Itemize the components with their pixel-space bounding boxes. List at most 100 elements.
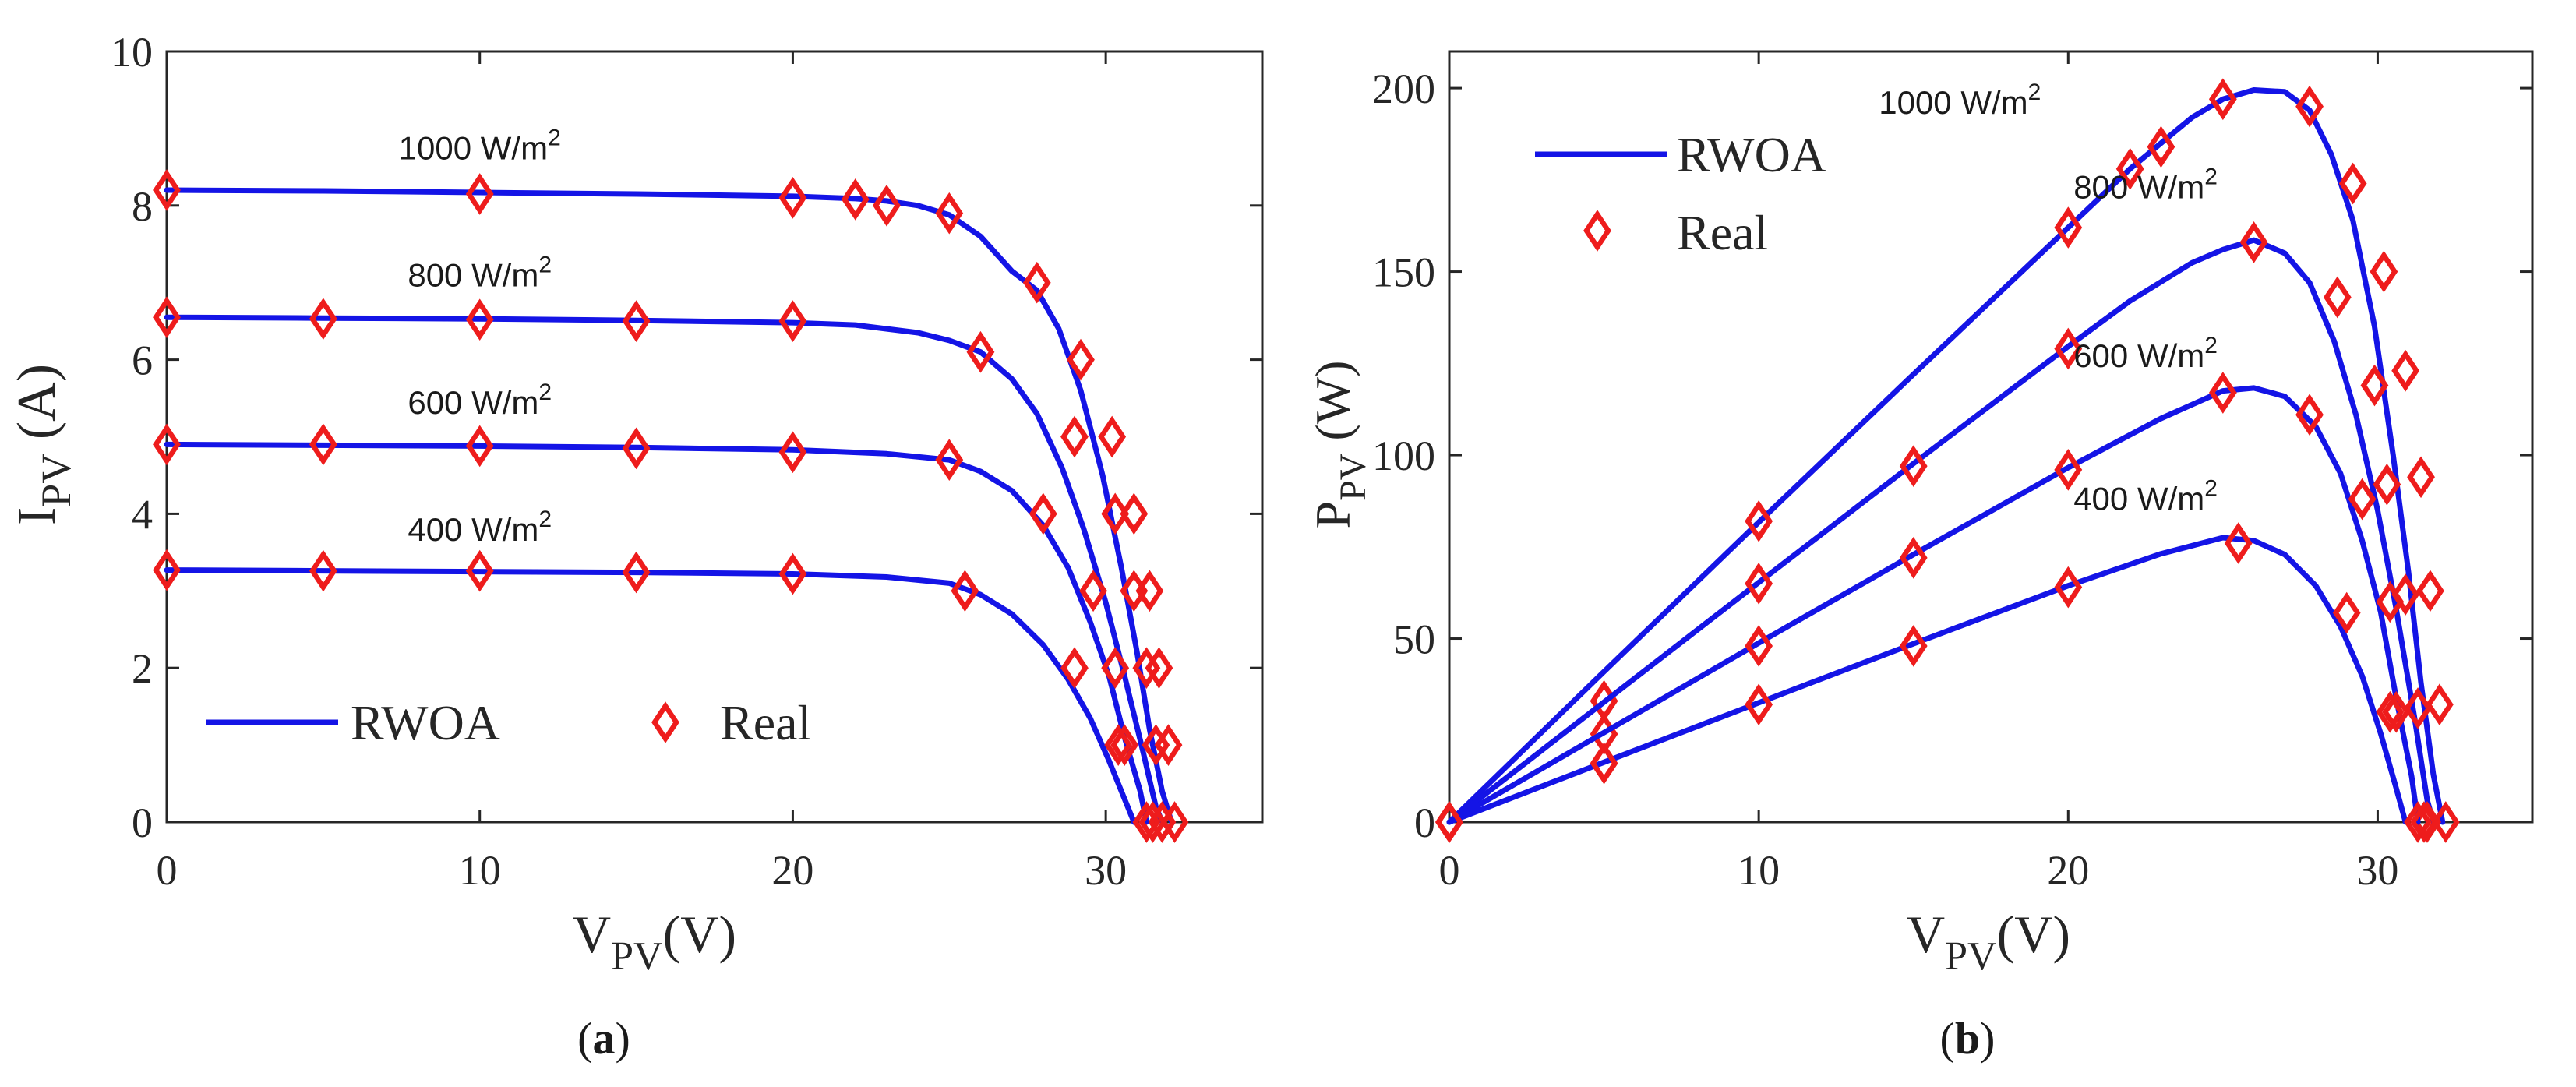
real-marker <box>309 549 337 592</box>
rwoa-curve <box>1446 237 2437 825</box>
series-label: 600 W/m2 <box>2073 333 2218 374</box>
real-marker <box>935 439 964 482</box>
real-marker <box>309 298 337 341</box>
series-label: 400 W/m2 <box>408 506 552 548</box>
real-marker <box>1101 492 1130 535</box>
y-tick-label: 50 <box>1393 616 1435 663</box>
real-marker <box>2376 690 2405 733</box>
series-1: 800 W/m2 <box>1435 164 2441 843</box>
real-marker <box>2416 570 2444 612</box>
y-tick-label: 0 <box>132 799 153 846</box>
x-tick-label: 20 <box>2047 847 2089 894</box>
real-marker <box>1098 415 1127 458</box>
real-marker <box>465 173 494 215</box>
y-tick-label: 150 <box>1372 249 1435 296</box>
series-2: 600 W/m2 <box>153 379 1167 843</box>
series-0: 1000 W/m2 <box>1435 78 2460 843</box>
real-marker <box>1022 261 1051 304</box>
real-marker <box>873 184 901 227</box>
series-3: 400 W/m2 <box>1435 476 2432 843</box>
real-marker <box>2391 349 2420 392</box>
legend: RWOA Real <box>1535 127 1826 260</box>
y-tick-label: 200 <box>1372 65 1435 112</box>
real-marker <box>1067 338 1095 381</box>
rwoa-curve <box>164 567 1137 825</box>
x-tick-label: 30 <box>2356 847 2398 894</box>
y-tick-label: 10 <box>111 29 153 76</box>
real-marker <box>2431 801 2460 843</box>
real-marker <box>1029 492 1057 535</box>
real-marker <box>778 177 807 219</box>
series-label: 400 W/m2 <box>2073 476 2218 517</box>
real-marker <box>2323 276 2352 319</box>
real-marker <box>1899 537 1928 579</box>
real-marker <box>153 549 181 591</box>
rwoa-curve <box>164 187 1174 825</box>
real-marker <box>153 169 181 211</box>
real-marker <box>2373 463 2401 506</box>
real-marker <box>2332 591 2361 634</box>
real-marker <box>778 552 807 595</box>
legend-line-label: RWOA <box>1677 127 1826 182</box>
rwoa-curve <box>164 441 1149 825</box>
real-marker <box>2425 683 2454 726</box>
real-marker <box>1899 445 1928 488</box>
real-marker <box>2348 478 2377 521</box>
plot-area-frame <box>1448 50 2534 824</box>
real-marker <box>465 298 494 341</box>
y-tick-label: 8 <box>132 183 153 230</box>
panel-a: 0 10 20 30 0 2 4 6 8 10 1000 W/m2 800 W/m2 600 W/m2 4… <box>7 29 1264 1064</box>
rwoa-curve <box>1446 535 2408 825</box>
real-marker <box>2054 206 2083 249</box>
real-marker <box>1132 801 1161 843</box>
y-tick-label: 0 <box>1414 799 1435 846</box>
rwoa-curve <box>1446 87 2446 825</box>
real-marker <box>622 300 651 343</box>
real-marker <box>2208 372 2237 414</box>
real-marker <box>1104 724 1133 766</box>
real-marker <box>2239 221 2268 263</box>
real-marker <box>465 549 494 592</box>
y-tick-label: 100 <box>1372 432 1435 479</box>
series-label: 1000 W/m2 <box>1879 79 2041 121</box>
plot-area-frame <box>165 50 1264 824</box>
real-marker <box>2295 85 2324 128</box>
real-marker <box>1120 492 1149 535</box>
panel-b: 0 10 20 30 0 50 100 150 200 1000 W/m2 800 W/m2 600 … <box>1305 50 2534 1064</box>
real-marker <box>1060 647 1089 690</box>
real-marker <box>1142 724 1170 766</box>
y-tick-label: 4 <box>132 491 153 538</box>
real-marker <box>153 296 181 339</box>
real-marker <box>1101 647 1130 690</box>
real-marker <box>2054 449 2083 491</box>
real-marker <box>1745 563 1773 605</box>
real-marker <box>2338 162 2367 205</box>
real-marker <box>2376 581 2405 623</box>
real-marker <box>1745 683 1773 726</box>
series-3: 400 W/m2 <box>153 506 1161 843</box>
real-marker <box>1079 570 1107 612</box>
series-label: 800 W/m2 <box>408 252 552 294</box>
panel-caption: (a) <box>577 1013 630 1064</box>
real-marker <box>1590 742 1618 785</box>
real-marker <box>153 423 181 466</box>
real-marker <box>1120 570 1149 612</box>
x-tick-label: 0 <box>157 847 178 894</box>
legend-line-label: RWOA <box>351 695 500 750</box>
real-marker <box>465 425 494 468</box>
real-marker <box>2404 687 2432 729</box>
real-marker <box>2391 573 2420 616</box>
real-marker <box>2054 327 2083 370</box>
real-marker <box>966 330 995 373</box>
y-tick-label: 6 <box>132 337 153 384</box>
series-2: 600 W/m2 <box>1435 333 2438 843</box>
legend-marker-swatch <box>651 701 679 743</box>
y-tick-label: 2 <box>132 645 153 692</box>
real-marker <box>622 551 651 594</box>
real-marker <box>1138 801 1167 843</box>
real-marker <box>1110 724 1139 766</box>
series-label: 600 W/m2 <box>408 379 552 421</box>
series-0: 1000 W/m2 <box>153 125 1189 843</box>
x-axis-label: VPV(V) <box>1907 905 2070 979</box>
legend-marker-label: Real <box>720 695 811 750</box>
